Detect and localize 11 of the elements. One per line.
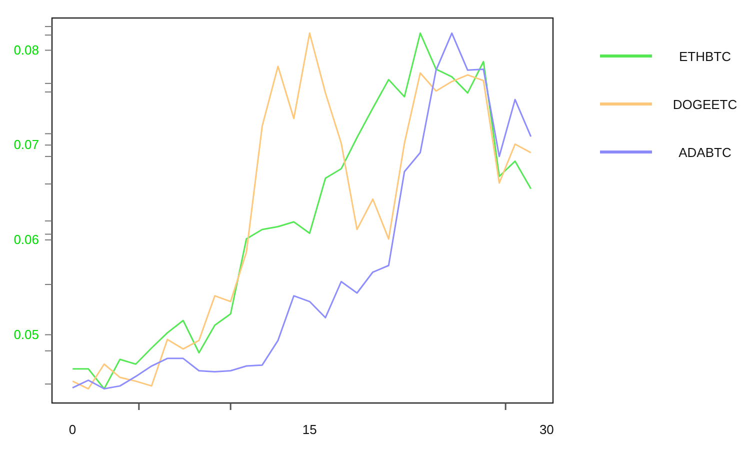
- legend-label: ETHBTC: [679, 49, 731, 64]
- line-series: [72, 32, 532, 390]
- x-tick-label: 0: [68, 422, 76, 438]
- y-tick-label: 0.05: [14, 326, 39, 342]
- y-tick-label: 0.08: [14, 42, 39, 58]
- x-tick-label: 15: [302, 422, 317, 438]
- legend-label: DOGEETC: [672, 97, 738, 112]
- y-tick-label: 0.06: [14, 232, 39, 248]
- x-tick-label: 30: [539, 422, 554, 438]
- y-tick-label: 0.07: [14, 137, 39, 152]
- legend-label: ADABTC: [678, 145, 732, 160]
